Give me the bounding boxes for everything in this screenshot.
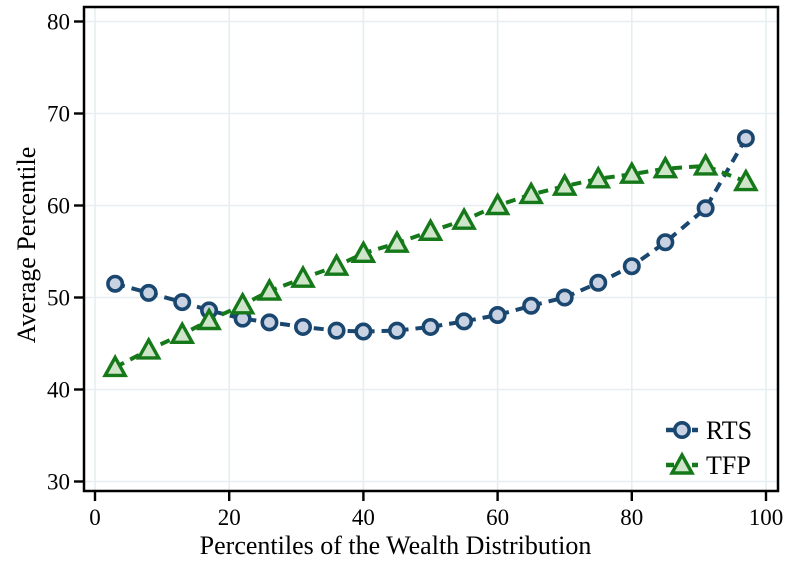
series-marker-rts xyxy=(736,129,755,148)
y-tick-label: 80 xyxy=(47,10,70,35)
x-tick-label: 0 xyxy=(89,505,101,530)
series-marker-rts xyxy=(488,305,507,324)
series-marker-tfp xyxy=(669,451,695,475)
y-tick-label: 40 xyxy=(47,378,70,403)
x-tick-label: 100 xyxy=(749,505,784,530)
series-marker-tfp xyxy=(169,320,196,344)
series-marker-tfp xyxy=(256,277,283,301)
series-marker-tfp xyxy=(323,252,350,276)
series-marker-rts xyxy=(622,257,641,276)
series-marker-tfp xyxy=(732,168,759,192)
series-marker-tfp xyxy=(350,239,377,264)
x-tick-label: 80 xyxy=(620,505,643,530)
y-tick-label: 60 xyxy=(47,194,70,219)
series-marker-rts xyxy=(139,283,158,302)
series-marker-rts xyxy=(696,199,715,218)
y-tick-label: 70 xyxy=(47,102,70,127)
series-marker-tfp xyxy=(484,191,511,216)
series-marker-rts xyxy=(421,317,440,336)
x-tick-label: 20 xyxy=(218,505,241,530)
series-marker-tfp xyxy=(229,291,256,315)
plot-border xyxy=(82,5,780,493)
series-marker-rts xyxy=(260,313,279,332)
y-tick-label: 50 xyxy=(47,286,70,311)
series-marker-rts xyxy=(327,321,346,340)
series-line-tfp xyxy=(114,163,747,370)
series-marker-tfp xyxy=(652,155,679,179)
series-marker-rts xyxy=(294,317,313,336)
series-marker-rts xyxy=(672,420,691,439)
series-marker-tfp xyxy=(384,229,410,253)
x-axis-title: Percentiles of the Wealth Distribution xyxy=(199,531,592,560)
series-marker-tfp xyxy=(135,336,162,360)
series-marker-tfp xyxy=(692,152,719,176)
y-tick-label: 30 xyxy=(47,470,70,495)
series-marker-rts xyxy=(173,293,192,312)
series-marker-rts xyxy=(522,296,541,315)
x-tick-label: 40 xyxy=(352,505,375,530)
legend-label-tfp: TFP xyxy=(706,451,751,480)
series-marker-tfp xyxy=(102,353,129,378)
y-axis-title: Average Percentile xyxy=(12,146,41,344)
legend-label-rts: RTS xyxy=(706,416,752,445)
series-marker-tfp xyxy=(551,172,578,196)
series-marker-tfp xyxy=(518,180,545,205)
series-marker-tfp xyxy=(417,217,444,241)
series-marker-rts xyxy=(354,322,373,341)
series-marker-rts xyxy=(455,312,474,331)
series-marker-rts xyxy=(589,273,608,292)
series-marker-rts xyxy=(387,321,406,340)
x-tick-label: 60 xyxy=(486,505,509,530)
series-marker-tfp xyxy=(618,160,645,184)
series-marker-rts xyxy=(555,288,574,307)
series-marker-rts xyxy=(106,274,125,293)
series-marker-tfp xyxy=(451,206,477,230)
series-marker-tfp xyxy=(196,306,222,331)
series-marker-tfp xyxy=(585,165,612,189)
series-marker-rts xyxy=(656,233,675,252)
series-marker-tfp xyxy=(290,264,316,288)
